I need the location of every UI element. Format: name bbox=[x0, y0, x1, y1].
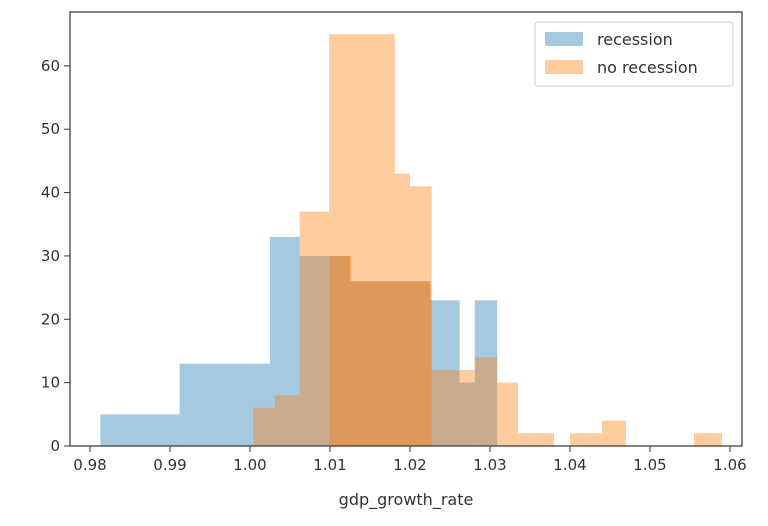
legend-label-recession: recession bbox=[597, 30, 673, 49]
y-tick-label: 20 bbox=[41, 310, 60, 328]
recession-bar bbox=[299, 255, 350, 446]
recession-bar bbox=[459, 382, 475, 446]
recession-bar bbox=[474, 300, 498, 446]
x-tick-label: 1.03 bbox=[473, 456, 506, 474]
recession-bar bbox=[179, 363, 270, 446]
no-recession-bar bbox=[394, 173, 410, 446]
legend-swatch-recession bbox=[545, 32, 583, 46]
no-recession-bar bbox=[518, 433, 554, 446]
x-tick-label: 1.05 bbox=[633, 456, 666, 474]
y-tick-label: 30 bbox=[41, 247, 60, 265]
no-recession-bar bbox=[694, 433, 722, 446]
legend-swatch-no-recession bbox=[545, 60, 583, 74]
recession-bar bbox=[270, 236, 300, 446]
plot-frame bbox=[69, 11, 743, 447]
legend-box bbox=[534, 21, 734, 87]
y-tick-label: 0 bbox=[50, 437, 60, 455]
no-recession-bar bbox=[329, 34, 395, 447]
x-tick-label: 1.00 bbox=[233, 456, 266, 474]
x-tick-label: 0.98 bbox=[73, 456, 106, 474]
no-recession-bar bbox=[431, 369, 475, 446]
no-recession-bar bbox=[274, 395, 300, 446]
x-axis-ticks: 0.98 0.99 1.00 1.01 1.02 1.03 1.04 1.05 1.06 bbox=[73, 446, 747, 474]
legend-label-no-recession: no recession bbox=[597, 58, 698, 77]
recession-bars bbox=[100, 236, 498, 446]
y-tick-label: 60 bbox=[41, 57, 60, 75]
x-tick-label: 0.99 bbox=[153, 456, 186, 474]
x-tick-label: 1.01 bbox=[313, 456, 346, 474]
x-tick-label: 1.04 bbox=[553, 456, 586, 474]
no-recession-bar bbox=[497, 382, 518, 446]
no-recession-bar bbox=[602, 420, 626, 446]
recession-bar bbox=[100, 414, 180, 446]
x-tick-label: 1.06 bbox=[713, 456, 746, 474]
y-tick-label: 50 bbox=[41, 120, 60, 138]
no-recession-bar bbox=[329, 255, 352, 446]
x-axis-label: gdp_growth_rate bbox=[339, 490, 474, 510]
no-recession-bar bbox=[570, 433, 602, 446]
recession-bar bbox=[350, 281, 430, 446]
no-recession-bars bbox=[253, 34, 722, 447]
y-axis-ticks: 0 10 20 30 40 50 60 bbox=[41, 57, 70, 455]
no-recession-bar bbox=[410, 281, 432, 446]
x-tick-label: 1.02 bbox=[393, 456, 426, 474]
no-recession-bar bbox=[393, 281, 410, 446]
y-tick-label: 40 bbox=[41, 184, 60, 202]
y-tick-label: 10 bbox=[41, 374, 60, 392]
recession-bar bbox=[430, 300, 460, 446]
no-recession-bar bbox=[299, 211, 330, 446]
legend: recession no recession bbox=[534, 21, 734, 87]
no-recession-bar bbox=[474, 357, 498, 446]
no-recession-bar bbox=[253, 407, 275, 446]
no-recession-bar bbox=[410, 186, 432, 447]
no-recession-bar bbox=[351, 281, 394, 446]
